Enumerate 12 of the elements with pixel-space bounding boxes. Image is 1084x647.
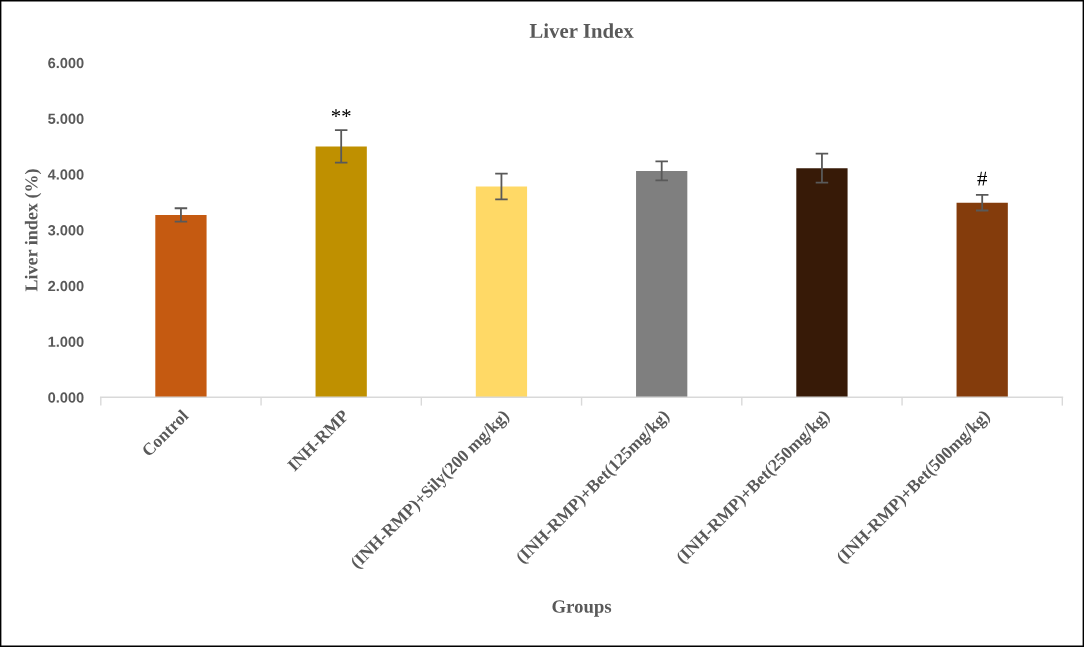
x-axis-title: Groups [552,600,612,617]
annotation: # [977,171,988,186]
y-tick-label: 2.000 [48,280,84,292]
y-tick-label: 6.000 [48,57,84,69]
y-tick-label: 0.000 [48,392,84,403]
annotation: ** [331,109,351,117]
y-tick-label: 4.000 [47,169,84,180]
y-tick-label: 1.000 [48,336,84,347]
y-tick-label: 3.000 [47,225,84,236]
chart-title: Liver Index [529,23,634,38]
y-tick-label: 5.000 [48,113,84,124]
y-axis-title: Liver index (%) [24,169,42,292]
